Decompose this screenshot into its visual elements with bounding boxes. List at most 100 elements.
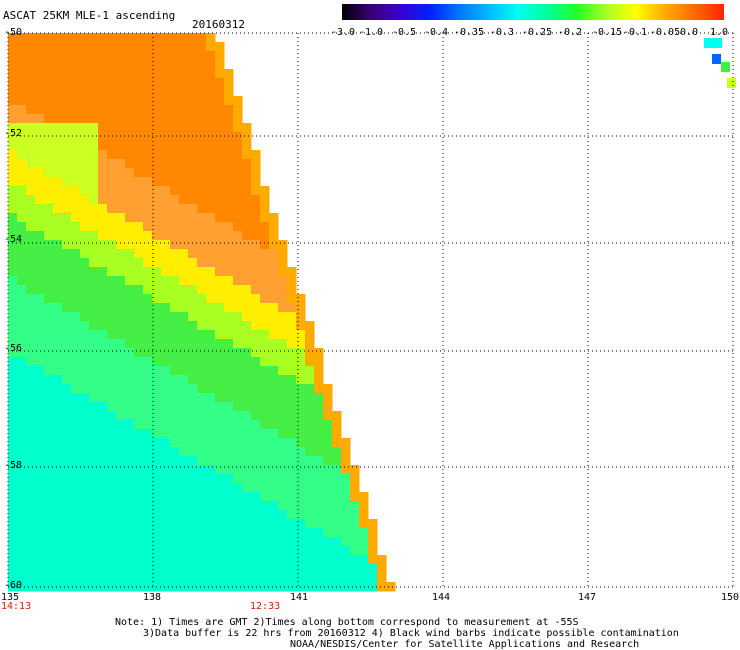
swath-cell	[35, 573, 45, 583]
swath-cell	[116, 438, 126, 448]
swath-cell	[161, 339, 171, 349]
swath-cell	[296, 537, 306, 547]
swath-cell	[35, 204, 45, 214]
swath-cell	[278, 348, 288, 358]
swath-cell	[35, 474, 45, 484]
swath-cell	[179, 267, 189, 277]
swath-cell	[305, 546, 315, 556]
swath-cell	[89, 213, 99, 223]
swath-cell	[296, 357, 306, 367]
swath-cell	[242, 276, 252, 286]
swath-cell	[62, 159, 72, 169]
swath-cell	[107, 528, 117, 538]
swath-cell	[251, 411, 261, 421]
swath-cell	[98, 411, 108, 421]
swath-cell	[233, 447, 243, 457]
swath-cell	[62, 132, 72, 142]
swath-cell	[287, 375, 297, 385]
swath-cell	[251, 330, 261, 340]
swath-cell	[116, 555, 126, 565]
swath-cell	[152, 177, 162, 187]
swath-cell	[206, 312, 216, 322]
swath-cell	[179, 222, 189, 232]
swath-cell	[98, 564, 108, 574]
swath-cell	[260, 375, 270, 385]
swath-cell	[17, 501, 27, 511]
swath-cell	[8, 420, 18, 430]
colorbar-label: -0.2	[558, 27, 583, 38]
swath-cell	[152, 537, 162, 547]
swath-cell	[53, 303, 63, 313]
swath-cell	[251, 258, 261, 268]
swath-cell	[188, 267, 198, 277]
swath-cell	[152, 420, 162, 430]
swath-cell	[26, 96, 36, 106]
swath-cell	[17, 258, 27, 268]
swath-cell	[179, 402, 189, 412]
swath-cell	[170, 321, 180, 331]
swath-cell	[314, 456, 324, 466]
swath-cell	[143, 438, 153, 448]
swath-cell	[269, 276, 279, 286]
swath-cell	[296, 519, 306, 529]
swath-cell	[287, 285, 297, 295]
swath-cell	[152, 366, 162, 376]
swath-cell	[26, 582, 36, 592]
swath-cell	[71, 582, 81, 592]
swath-cell	[260, 186, 270, 196]
swath-cell	[53, 312, 63, 322]
swath-cell	[215, 447, 225, 457]
swath-cell	[107, 474, 117, 484]
swath-cell	[260, 465, 270, 475]
swath-cell	[89, 114, 99, 124]
swath-cell	[197, 465, 207, 475]
swath-cell	[35, 384, 45, 394]
swath-cell	[152, 60, 162, 70]
swath-cell	[215, 573, 225, 583]
swath-cell	[251, 402, 261, 412]
swath-cell	[287, 393, 297, 403]
swath-cell	[287, 321, 297, 331]
swath-cell	[260, 573, 270, 583]
swath-cell	[62, 60, 72, 70]
swath-cell	[269, 546, 279, 556]
swath-cell	[215, 177, 225, 187]
swath-cell	[350, 465, 360, 475]
swath-cell	[188, 573, 198, 583]
swath-cell	[71, 393, 81, 403]
swath-cell	[53, 447, 63, 457]
swath-cell	[152, 87, 162, 97]
swath-cell	[80, 402, 90, 412]
swath-cell	[197, 240, 207, 250]
swath-cell	[197, 438, 207, 448]
swath-cell	[8, 438, 18, 448]
swath-cell	[8, 501, 18, 511]
swath-cell	[179, 510, 189, 520]
swath-cell	[44, 321, 54, 331]
swath-cell	[98, 582, 108, 592]
swath-cell	[17, 69, 27, 79]
swath-cell	[161, 186, 171, 196]
swath-cell	[98, 168, 108, 178]
swath-cell	[89, 60, 99, 70]
swath-cell	[80, 249, 90, 259]
swath-cell	[26, 168, 36, 178]
swath-cell	[98, 330, 108, 340]
swath-cell	[26, 312, 36, 322]
swath-cell	[53, 240, 63, 250]
swath-cell	[143, 78, 153, 88]
swath-cell	[179, 114, 189, 124]
swath-cell	[35, 186, 45, 196]
swath-cell	[17, 87, 27, 97]
swath-cell	[152, 33, 162, 43]
swath-cell	[179, 123, 189, 133]
swath-cell	[53, 357, 63, 367]
swath-cell	[287, 483, 297, 493]
swath-cell	[53, 582, 63, 592]
swath-cell	[314, 537, 324, 547]
swath-cell	[206, 447, 216, 457]
swath-cell	[26, 321, 36, 331]
swath-cell	[269, 330, 279, 340]
swath-cell	[152, 510, 162, 520]
swath-cell	[314, 357, 324, 367]
